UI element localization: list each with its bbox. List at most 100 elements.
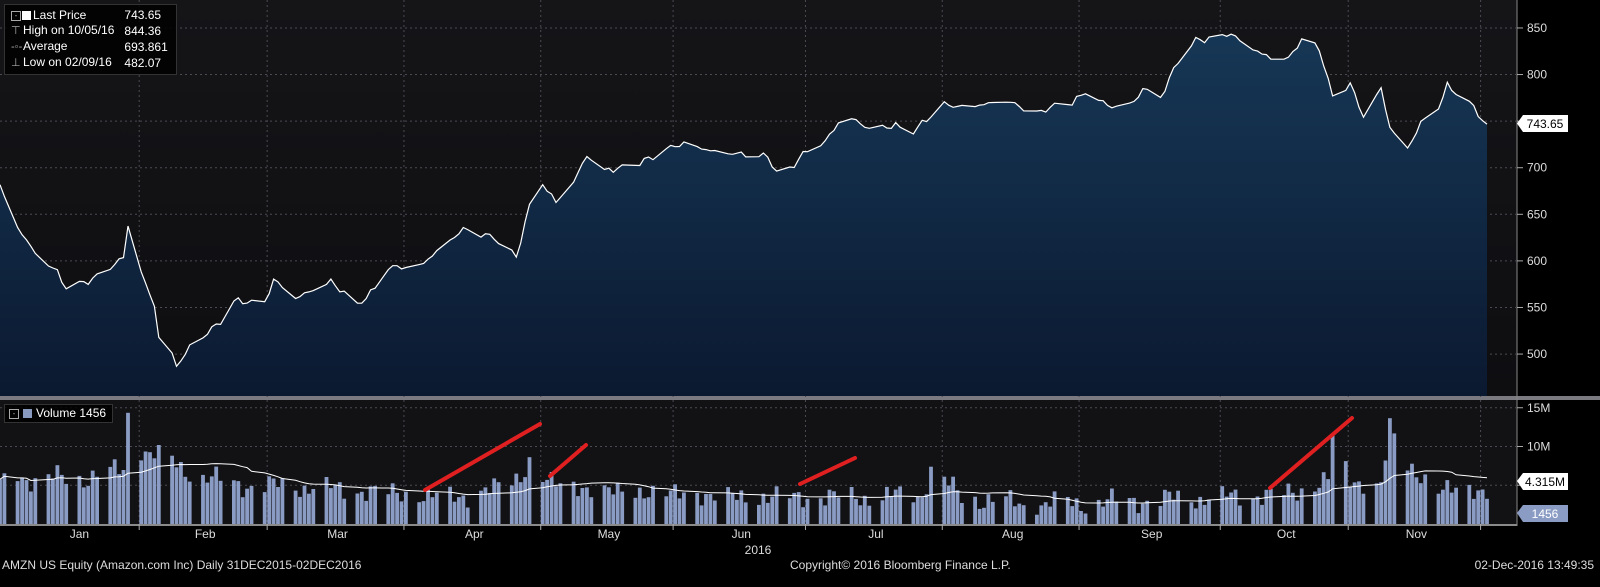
month-label: Aug: [1002, 527, 1023, 541]
volume-bar: [986, 494, 991, 524]
volume-bar: [1410, 463, 1414, 524]
volume-bar: [276, 487, 280, 524]
volume-bar: [386, 494, 391, 524]
volume-bar: [390, 483, 395, 524]
volume-bar: [1343, 461, 1348, 524]
price-line: [0, 33, 1488, 368]
volume-bar: [920, 497, 925, 524]
volume-bar: [580, 488, 585, 524]
volume-bar: [1202, 504, 1207, 524]
volume-bar: [117, 474, 121, 524]
volume-bar: [880, 500, 885, 524]
volume-bar: [924, 494, 929, 524]
volume-bar: [90, 470, 95, 524]
volume-bar: [448, 486, 452, 524]
price-tick-label: 800: [1527, 68, 1547, 82]
volume-tick-label: 15M: [1527, 401, 1550, 415]
volume-bar: [509, 485, 514, 524]
volume-bar: [1330, 435, 1335, 524]
volume-bar: [1198, 496, 1203, 524]
volume-bar: [148, 452, 152, 524]
volume-bar: [205, 482, 210, 524]
volume-bar: [646, 497, 651, 524]
volume-bar: [293, 490, 298, 524]
volume-bar: [434, 492, 439, 524]
volume-bar: [1282, 495, 1286, 524]
volume-bar: [1418, 483, 1423, 524]
volume-bar: [487, 493, 492, 524]
volume-bar: [170, 455, 174, 524]
volume-bar: [240, 497, 245, 524]
volume-bar: [1052, 491, 1057, 524]
volume-ma-label: 4.315M: [1525, 475, 1565, 489]
volume-bar: [1096, 499, 1101, 524]
volume-bar: [708, 494, 713, 524]
volume-bar: [549, 472, 554, 524]
volume-bar: [430, 497, 435, 524]
volume-bar: [973, 496, 977, 524]
volume-bar: [24, 480, 29, 524]
volume-bar: [1251, 498, 1255, 524]
volume-bar: [1321, 472, 1326, 524]
legend-last-price-label: Last Price: [33, 8, 87, 22]
volume-bar: [373, 485, 377, 524]
volume-bar: [324, 477, 329, 524]
volume-bar: [298, 496, 302, 524]
volume-bar: [1229, 492, 1233, 524]
last-volume-marker: 1456: [1517, 505, 1568, 522]
volume-bar: [214, 466, 219, 524]
month-label: Mar: [327, 527, 348, 541]
collapse-icon[interactable]: -: [9, 409, 19, 419]
volume-bar: [1207, 499, 1211, 524]
volume-bar: [832, 491, 836, 524]
volume-bar: [615, 482, 620, 524]
collapse-icon[interactable]: -: [11, 11, 21, 21]
legend-average-value: 693.861: [124, 39, 168, 54]
volume-bar: [1189, 502, 1194, 524]
annotation-line-1: [423, 422, 542, 492]
month-label: Oct: [1277, 527, 1296, 541]
volume-bar: [86, 485, 91, 524]
volume-bar: [554, 486, 558, 524]
volume-bar: [1313, 491, 1317, 524]
volume-bar: [682, 492, 686, 524]
volume-bar: [2, 473, 7, 524]
volume-bar: [152, 458, 157, 524]
volume-bar: [1171, 499, 1176, 524]
volume-bar: [1035, 514, 1039, 524]
volume-bar: [929, 466, 933, 524]
volume-bar: [1326, 479, 1330, 524]
volume-bar: [818, 498, 823, 524]
low-marker-icon: ⊥: [11, 57, 21, 69]
volume-bar: [673, 484, 677, 524]
volume-bar: [867, 505, 872, 524]
volume-bar: [558, 483, 563, 524]
volume-bar: [677, 498, 682, 524]
volume-bar: [51, 478, 55, 524]
volume-bar: [1145, 500, 1150, 524]
volume-bar: [1379, 482, 1383, 524]
month-label: Sep: [1141, 527, 1163, 541]
high-marker-icon: ⊤: [11, 25, 21, 37]
volume-bar: [143, 451, 148, 524]
volume-bar: [1070, 506, 1075, 524]
volume-bar: [849, 487, 854, 524]
volume-bar: [854, 498, 858, 524]
volume-bar: [955, 490, 960, 524]
volume-bar: [1176, 490, 1180, 524]
volume-bar: [187, 481, 192, 524]
volume-bar: [232, 480, 236, 524]
volume-bar: [492, 478, 497, 524]
volume-bar: [862, 495, 867, 524]
volume-bar: [1480, 489, 1485, 524]
footer-copyright: Copyright© 2016 Bloomberg Finance L.P.: [790, 558, 1011, 572]
volume-bar: [1436, 493, 1441, 524]
volume-bar: [982, 507, 986, 524]
volume-bar: [174, 467, 179, 524]
volume-bar: [1295, 500, 1300, 524]
volume-bar: [29, 491, 33, 524]
volume-bar: [1361, 493, 1366, 524]
volume-bar: [20, 477, 24, 524]
volume-bar: [395, 492, 399, 524]
footer-timestamp: 02-Dec-2016 13:49:35: [1474, 558, 1594, 572]
